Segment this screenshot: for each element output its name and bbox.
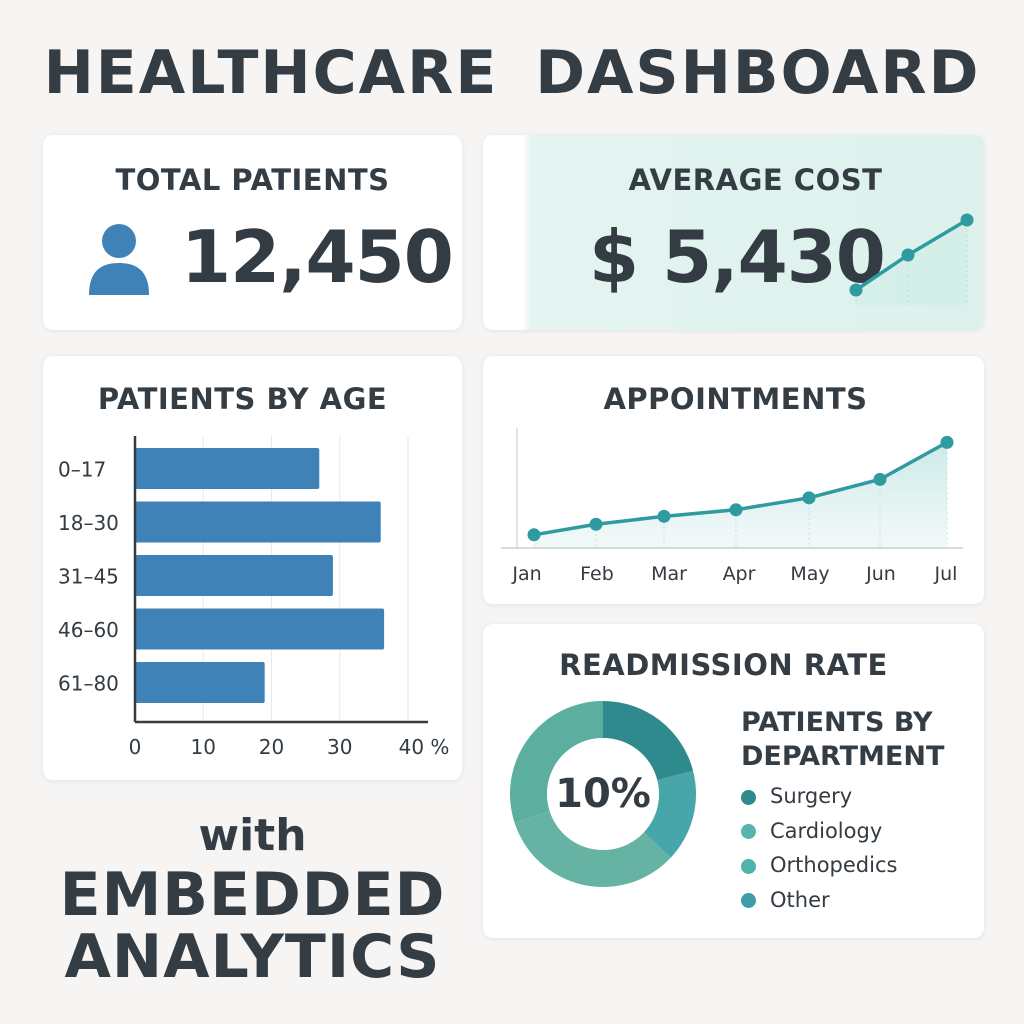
legend-title: PATIENTS BY DEPARTMENT xyxy=(741,706,944,774)
legend-dot xyxy=(741,858,756,874)
readmission-card: READMISSION RATE 10% PATIENTS BY DEPARTM… xyxy=(483,624,984,938)
cost-trend-point xyxy=(849,283,863,297)
appt-point xyxy=(657,509,671,523)
legend-item: Other xyxy=(741,888,897,923)
donut-slice xyxy=(643,770,696,858)
appt-point xyxy=(729,503,743,517)
appt-month-label: Jul xyxy=(934,563,958,585)
average-cost-title: AVERAGE COST xyxy=(628,163,883,197)
donut-slice xyxy=(510,701,603,823)
total-patients-value: 12,450 xyxy=(181,215,454,299)
patients-by-age-title: PATIENTS BY AGE xyxy=(97,382,388,416)
age-category-label: 0–17 xyxy=(58,458,106,482)
total-patients-card: TOTAL PATIENTS 12,450 xyxy=(43,135,462,330)
page-title: HEALTHCARE DASHBOARD xyxy=(43,38,981,108)
legend-title-line1: PATIENTS BY xyxy=(741,707,933,738)
legend-item: Cardiology xyxy=(741,819,897,854)
appt-point xyxy=(527,528,541,542)
age-tick-label: 10 xyxy=(191,735,216,759)
appt-point xyxy=(802,491,816,505)
legend-title-line2: DEPARTMENT xyxy=(741,741,945,772)
readmission-donut xyxy=(510,701,696,887)
average-cost-card: AVERAGE COST $ 5,430 xyxy=(483,135,984,330)
user-icon xyxy=(89,224,149,295)
appt-month-label: Jan xyxy=(511,563,541,585)
age-category-label: 31–45 xyxy=(58,565,119,589)
legend-label: Orthopedics xyxy=(770,853,898,877)
department-legend: Surgery Cardiology Orthopedics Other xyxy=(741,784,897,922)
legend-item: Orthopedics xyxy=(741,853,897,888)
age-category-label: 18–30 xyxy=(58,511,119,535)
patients-by-age-chart: 0–17 18–30 31–45 46–60 61–80 0 10 20 30 40 % xyxy=(58,436,450,759)
appointments-title: APPOINTMENTS xyxy=(603,382,868,416)
age-bar xyxy=(135,501,381,543)
total-patients-title: TOTAL PATIENTS xyxy=(115,163,390,197)
appointments-chart: Jan Feb Mar Apr May Jun Jul xyxy=(501,428,963,585)
appt-point xyxy=(589,517,603,531)
age-bar xyxy=(135,608,385,650)
average-cost-value: $ 5,430 xyxy=(589,215,886,299)
cost-trend-point xyxy=(901,248,915,262)
age-tick-label: 20 xyxy=(259,735,284,759)
legend-dot xyxy=(741,893,756,908)
readmission-center-label: 10% xyxy=(555,771,651,817)
age-tick-label: 40 % xyxy=(399,735,450,759)
age-bar xyxy=(135,448,320,489)
age-bar xyxy=(135,555,333,596)
appt-point xyxy=(940,435,954,449)
appt-month-label: Feb xyxy=(580,563,614,585)
donut-slice xyxy=(603,701,694,781)
trend-up-icon xyxy=(849,213,974,305)
appt-area xyxy=(534,442,947,548)
appt-month-label: Mar xyxy=(651,563,687,585)
appt-point xyxy=(873,472,887,486)
legend-label: Other xyxy=(770,887,830,912)
appt-month-label: May xyxy=(790,563,829,585)
legend-dot xyxy=(741,789,756,805)
age-bar xyxy=(135,662,265,703)
footer-with: with xyxy=(198,810,307,861)
patients-by-age-card: PATIENTS BY AGE 0–17 18–30 31–45 46–60 61–80… xyxy=(43,356,462,780)
footer-analytics: ANALYTICS xyxy=(64,922,441,992)
age-tick-label: 30 xyxy=(327,735,352,759)
donut-slice xyxy=(514,811,671,887)
legend-dot xyxy=(741,824,756,839)
age-category-label: 46–60 xyxy=(58,618,119,642)
legend-label: Surgery xyxy=(770,784,853,808)
legend-item: Surgery xyxy=(741,784,897,819)
donut-hole xyxy=(547,738,659,850)
appt-month-label: Apr xyxy=(723,563,756,585)
age-tick-label: 0 xyxy=(129,735,142,759)
legend-label: Cardiology xyxy=(770,818,883,843)
appt-month-label: Jun xyxy=(865,563,896,585)
cost-trend-area xyxy=(856,220,967,305)
cost-trend-point xyxy=(960,213,974,227)
age-category-label: 61–80 xyxy=(58,672,119,696)
readmission-title: READMISSION RATE xyxy=(559,648,888,682)
footer-embedded: EMBEDDED xyxy=(59,860,446,930)
appointments-card: APPOINTMENTS Jan Feb Mar Apr May Jun Jul xyxy=(483,356,984,604)
